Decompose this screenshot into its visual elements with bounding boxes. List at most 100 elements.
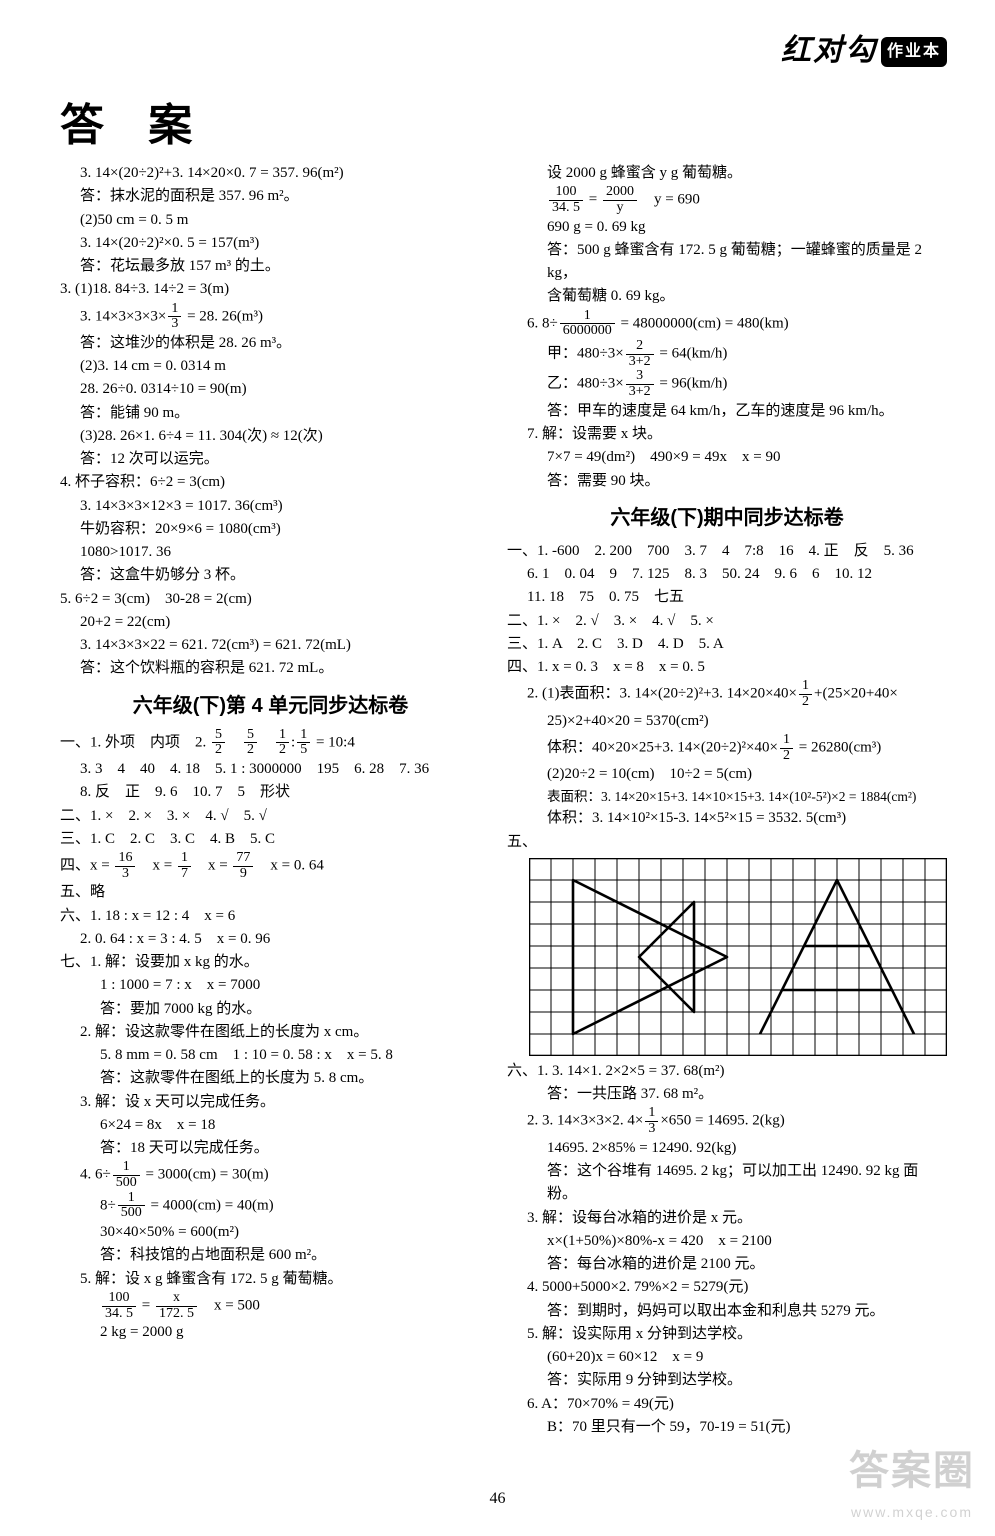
text-line: (2)20÷2 = 10(cm) 10÷2 = 5(cm): [507, 763, 947, 786]
text-line: 8÷1500 = 4000(cm) = 40(m): [60, 1191, 481, 1221]
text-line: 表面积：3. 14×20×15+3. 14×10×15+3. 14×(10²-5…: [507, 787, 947, 808]
text-line: 6. 1 0. 04 9 7. 125 8. 3 50. 24 9. 6 6 1…: [507, 563, 947, 586]
text-line: (2)3. 14 cm = 0. 0314 m: [60, 355, 481, 378]
text-line: (2)50 cm = 0. 5 m: [60, 209, 481, 232]
text-line: 五、: [507, 831, 947, 854]
section-title-midterm: 六年级(下)期中同步达标卷: [507, 503, 947, 534]
watermark: 答案圈 www.mxqe.com: [849, 1440, 975, 1524]
fraction: 52: [212, 728, 225, 758]
right-column: 设 2000 g 蜂蜜含 y g 葡萄糖。 10034. 5 = 2000y y…: [507, 162, 947, 1439]
text-line: 4. 6÷1500 = 3000(cm) = 30(m): [60, 1160, 481, 1190]
text-line: 六、1. 18 : x = 12 : 4 x = 6: [60, 905, 481, 928]
text-line: 含葡萄糖 0. 69 kg。: [507, 285, 947, 308]
fraction: 17: [178, 851, 191, 881]
text-line: 答：一共压路 37. 68 m²。: [507, 1083, 947, 1106]
text-line: 3. 14×(20÷2)²×0. 5 = 157(m³): [60, 232, 481, 255]
fraction: 33+2: [626, 369, 654, 399]
text-line: 5. 解：设 x g 蜂蜜含有 172. 5 g 葡萄糖。: [60, 1268, 481, 1291]
text-line: 5. 解：设实际用 x 分钟到达学校。: [507, 1323, 947, 1346]
page-number: 46: [0, 1487, 995, 1512]
fraction: 12: [799, 679, 812, 709]
text-line: 体积：40×20×25+3. 14×(20÷2)²×40×12 = 26280(…: [507, 733, 947, 763]
text-line: 690 g = 0. 69 kg: [507, 216, 947, 239]
text-line: 答：这个谷堆有 14695. 2 kg；可以加工出 12490. 92 kg 面…: [507, 1160, 947, 1207]
fraction: 12: [780, 733, 793, 763]
text-line: 1 : 1000 = 7 : x x = 7000: [60, 974, 481, 997]
text-line: x×(1+50%)×80%-x = 420 x = 2100: [507, 1230, 947, 1253]
section-title-unit4: 六年级(下)第 4 单元同步达标卷: [60, 691, 481, 722]
text-line: 4. 杯子容积：6÷2 = 3(cm): [60, 471, 481, 494]
fraction: 23+2: [626, 339, 654, 369]
text-line: 4. 5000+5000×2. 79%×2 = 5279(元): [507, 1276, 947, 1299]
text-line: 答：500 g 蜂蜜含有 172. 5 g 葡萄糖；一罐蜂蜜的质量是 2 kg，: [507, 239, 947, 286]
text-line: 25)×2+40×20 = 5370(cm²): [507, 710, 947, 733]
text-line: 6. 8÷16000000 = 48000000(cm) = 480(km): [507, 309, 947, 339]
fraction: 1500: [118, 1191, 145, 1221]
text-line: 20+2 = 22(cm): [60, 611, 481, 634]
fraction: x172. 5: [156, 1291, 197, 1321]
watermark-url: www.mxqe.com: [851, 1504, 973, 1520]
text-line: 答：实际用 9 分钟到达学校。: [507, 1369, 947, 1392]
text-line: 三、1. C 2. C 3. C 4. B 5. C: [60, 828, 481, 851]
text-line: 7. 解：设需要 x 块。: [507, 423, 947, 446]
text-line: 3. 14×(20÷2)²+3. 14×20×0. 7 = 357. 96(m²…: [60, 162, 481, 185]
text-line: 3. 14×3×3×3×13 = 28. 26(m³): [60, 302, 481, 332]
watermark-big: 答案圈: [849, 1440, 975, 1502]
text-line: 二、1. × 2. × 3. × 4. √ 5. √: [60, 805, 481, 828]
text-line: 体积：3. 14×10²×15-3. 14×5²×15 = 3532. 5(cm…: [507, 807, 947, 830]
text-line: 答：每台冰箱的进价是 2100 元。: [507, 1253, 947, 1276]
text-line: 7×7 = 49(dm²) 490×9 = 49x x = 90: [507, 446, 947, 469]
text-line: 6×24 = 8x x = 18: [60, 1114, 481, 1137]
fraction: 10034. 5: [102, 1291, 136, 1321]
text-line: 答：12 次可以运完。: [60, 448, 481, 471]
fraction: 163: [115, 851, 135, 881]
grid-figure: [529, 858, 947, 1056]
fraction: 13: [168, 302, 181, 332]
text-line: 答：到期时，妈妈可以取出本金和利息共 5279 元。: [507, 1300, 947, 1323]
text-line: 答：甲车的速度是 64 km/h，乙车的速度是 96 km/h。: [507, 400, 947, 423]
text-line: 8. 反 正 9. 6 10. 7 5 形状: [60, 781, 481, 804]
text-line: 6. A：70×70% = 49(元): [507, 1393, 947, 1416]
brand-box: 作业本: [881, 37, 947, 68]
left-column: 3. 14×(20÷2)²+3. 14×20×0. 7 = 357. 96(m²…: [60, 162, 481, 1439]
text-line: 七、1. 解：设要加 x kg 的水。: [60, 951, 481, 974]
text-line: 3. 3 4 40 4. 18 5. 1 : 3000000 195 6. 28…: [60, 758, 481, 781]
text-line: 答：18 天可以完成任务。: [60, 1137, 481, 1160]
text-line: 3. 14×3×3×12×3 = 1017. 36(cm³): [60, 495, 481, 518]
text-line: 5. 6÷2 = 3(cm) 30-28 = 2(cm): [60, 588, 481, 611]
text-line: 3. 14×3×3×22 = 621. 72(cm³) = 621. 72(mL…: [60, 634, 481, 657]
text-line: 设 2000 g 蜂蜜含 y g 葡萄糖。: [507, 162, 947, 185]
text-line: 乙：480÷3×33+2 = 96(km/h): [507, 369, 947, 399]
text-line: 10034. 5 = 2000y y = 690: [507, 185, 947, 215]
content-columns: 3. 14×(20÷2)²+3. 14×20×0. 7 = 357. 96(m²…: [60, 162, 947, 1439]
text-line: 14695. 2×85% = 12490. 92(kg): [507, 1137, 947, 1160]
text-line: 一、1. 外项 内项 2. 52 52 12:15 = 10:4: [60, 728, 481, 758]
text-line: 30×40×50% = 600(m²): [60, 1221, 481, 1244]
text-line: 一、1. -600 2. 200 700 3. 7 4 7:8 16 4. 正 …: [507, 540, 947, 563]
text-line: 答：要加 7000 kg 的水。: [60, 998, 481, 1021]
brand-main: 红对勾: [781, 34, 877, 67]
text-line: 答：需要 90 块。: [507, 470, 947, 493]
text-line: 2. 3. 14×3×3×2. 4×13×650 = 14695. 2(kg): [507, 1106, 947, 1136]
text-line: 3. (1)18. 84÷3. 14÷2 = 3(m): [60, 278, 481, 301]
fraction: 52: [244, 728, 257, 758]
text-line: 答：科技馆的占地面积是 600 m²。: [60, 1244, 481, 1267]
text-line: 答：这款零件在图纸上的长度为 5. 8 cm。: [60, 1067, 481, 1090]
fraction: 16000000: [560, 309, 615, 339]
text-line: 3. 解：设每台冰箱的进价是 x 元。: [507, 1207, 947, 1230]
text-line: 答：这个饮料瓶的容积是 621. 72 mL。: [60, 657, 481, 680]
brand-logo: 红对勾作业本: [781, 28, 947, 75]
text-line: 5. 8 mm = 0. 58 cm 1 : 10 = 0. 58 : x x …: [60, 1044, 481, 1067]
text-line: 五、略: [60, 881, 481, 904]
fraction: 10034. 5: [549, 185, 583, 215]
text-line: 1080>1017. 36: [60, 541, 481, 564]
text-line: 2. 0. 64 : x = 3 : 4. 5 x = 0. 96: [60, 928, 481, 951]
fraction: 12: [276, 728, 289, 758]
text-line: 答：这堆沙的体积是 28. 26 m³。: [60, 332, 481, 355]
text-line: 答：能铺 90 m。: [60, 402, 481, 425]
text-line: 2. (1)表面积：3. 14×(20÷2)²+3. 14×20×40×12+(…: [507, 679, 947, 709]
text-line: 答：花坛最多放 157 m³ 的土。: [60, 255, 481, 278]
text-line: B：70 里只有一个 59，70-19 = 51(元): [507, 1416, 947, 1439]
fraction: 2000y: [603, 185, 637, 215]
text-line: 28. 26÷0. 0314÷10 = 90(m): [60, 378, 481, 401]
